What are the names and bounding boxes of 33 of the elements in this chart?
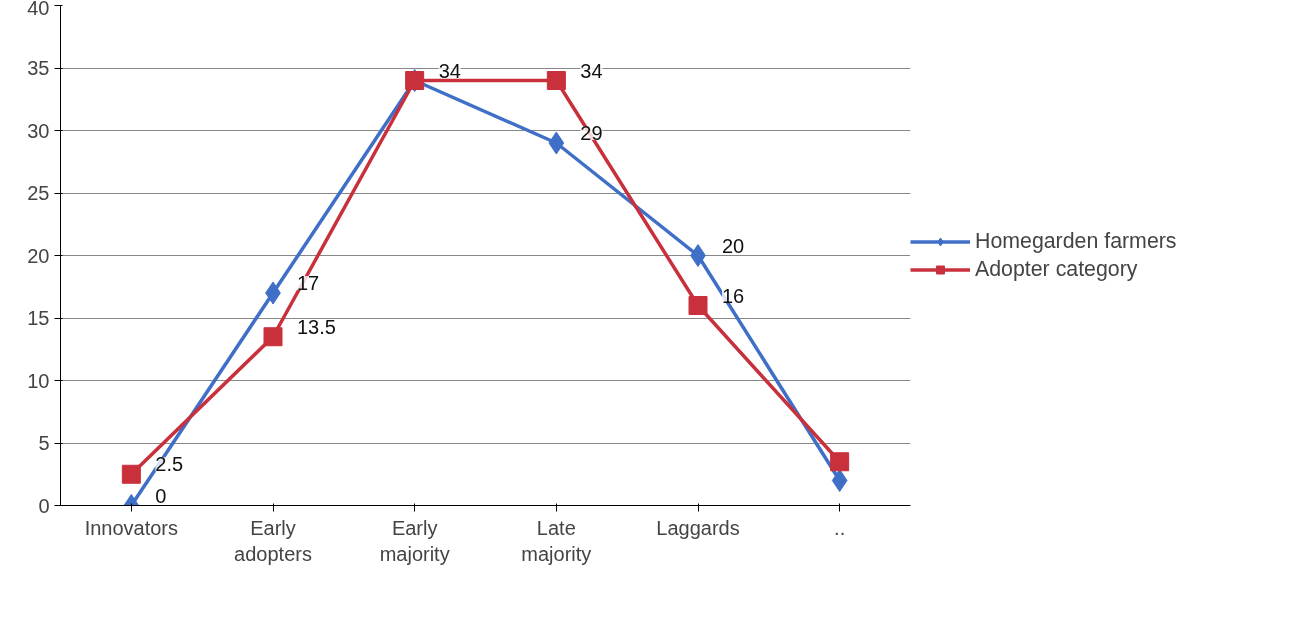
y-tick-label: 15 [27,307,50,329]
x-tick-label: Innovators [84,516,179,539]
point [546,71,566,90]
data-label: 13.5 [297,315,336,338]
point [830,452,850,472]
y-tick-label: 10 [27,369,50,392]
x-tick-label: Early adopters [234,516,312,565]
y-tick-label: 30 [27,119,50,142]
legend-label: Homegarden farmers [975,228,1177,254]
y-tick-label: 25 [27,182,50,204]
point [688,296,708,315]
x-tick-label: Laggards [656,516,740,539]
point [263,327,283,347]
data-label: 17 [297,272,320,294]
data-label: 34 [438,59,461,82]
point [121,464,141,484]
data-label: 16 [722,284,745,307]
data-label: 34 [580,59,603,82]
y-tick-label: 40 [27,0,50,19]
data-label: 2.5 [155,453,184,476]
data-label: 29 [580,122,603,144]
x-tick-label: .. [834,516,846,539]
data-label: 0 [155,484,167,507]
x-tick-label: Late majority [521,516,592,565]
x-tick-label: Early majority [379,516,450,565]
legend-label: Adopter category [975,256,1138,282]
data-label: 20 [722,234,745,257]
y-tick-label: 5 [38,432,50,454]
y-tick-label: 0 [38,494,50,517]
y-tick-label: 35 [27,57,50,79]
point [831,469,848,492]
y-tick-label: 20 [27,244,50,267]
point [548,131,565,155]
